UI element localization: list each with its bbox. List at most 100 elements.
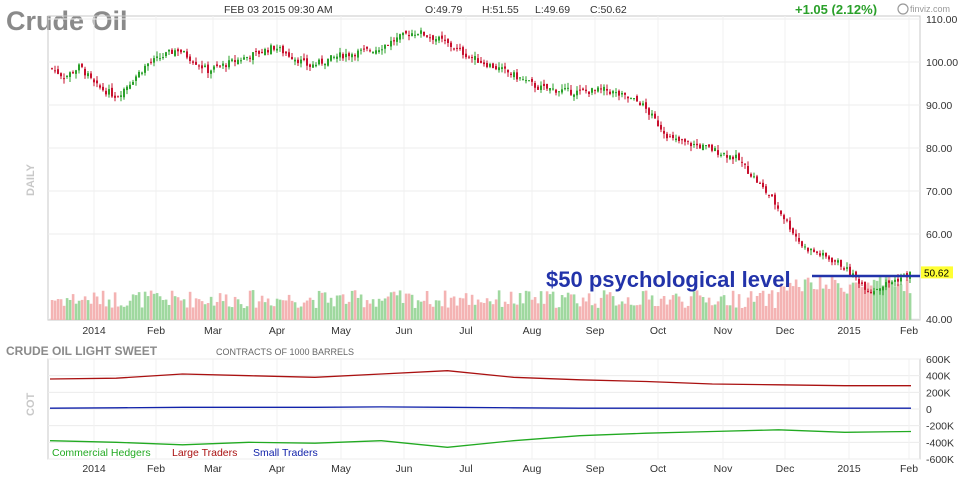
volume-bar [686, 305, 690, 320]
candle-body [510, 73, 512, 75]
candle-body [507, 69, 509, 73]
candle-body [405, 30, 407, 34]
candle-body [687, 140, 689, 142]
volume-bar [200, 301, 204, 320]
volume-bar [248, 290, 252, 320]
candle-body [78, 64, 80, 71]
candle-body [222, 63, 224, 66]
volume-bar [638, 304, 642, 320]
cot-x-tick: Mar [204, 463, 223, 475]
candle-body [351, 54, 353, 58]
cot-x-tick: Aug [523, 463, 542, 475]
volume-bar [206, 303, 210, 320]
volume-bar [593, 303, 597, 320]
candle-body [168, 49, 170, 52]
candle-body [399, 34, 401, 40]
candle-body [873, 291, 875, 295]
candle-body [810, 248, 812, 251]
candle-body [318, 59, 320, 65]
volume-bar [725, 305, 729, 320]
volume-bar [164, 299, 168, 320]
volume-bar [665, 304, 669, 320]
volume-bar [302, 302, 306, 320]
candle-body [792, 228, 794, 234]
volume-bar [377, 298, 381, 320]
candle-body [846, 267, 848, 269]
volume-bar [902, 291, 906, 320]
volume-bar [821, 288, 825, 320]
volume-bar [254, 307, 258, 320]
volume-bar [257, 301, 261, 320]
candle-body [489, 63, 491, 67]
volume-bar [533, 297, 537, 320]
volume-bar [824, 284, 828, 320]
volume-bar [296, 307, 300, 320]
volume-bar [695, 290, 699, 320]
candle-body [879, 288, 881, 291]
candle-body [51, 68, 53, 70]
candle-body [417, 34, 419, 36]
candle-body [117, 96, 119, 98]
candle-body [228, 60, 230, 68]
high-label: H:51.55 [482, 4, 519, 16]
candle-body [864, 281, 866, 290]
price-x-tick: Jul [459, 325, 472, 337]
candle-body [147, 63, 149, 67]
volume-bar [221, 301, 225, 320]
candle-body [336, 56, 338, 59]
volume-bar [173, 296, 177, 320]
candle-body [327, 58, 329, 66]
candle-body [594, 89, 596, 91]
volume-bar [623, 303, 627, 320]
volume-bar [698, 295, 702, 320]
volume-bar [341, 294, 345, 320]
volume-bar [194, 298, 198, 320]
volume-bar [149, 290, 153, 320]
volume-bar [266, 298, 270, 320]
volume-bar [182, 299, 186, 320]
candle-body [390, 40, 392, 47]
candle-body [234, 60, 236, 63]
volume-bar [122, 306, 126, 320]
candle-body [306, 58, 308, 66]
volume-bar [662, 296, 666, 320]
price-y-tick: 40.00 [926, 314, 952, 326]
price-x-tick: Oct [650, 325, 666, 337]
volume-bar [338, 295, 342, 320]
candle-body [312, 64, 314, 68]
volume-bar [104, 306, 108, 320]
candle-body [561, 89, 563, 93]
volume-bar [107, 299, 111, 320]
price-y-tick: 80.00 [926, 143, 952, 155]
cot-x-tick: Feb [147, 463, 165, 475]
volume-bar [404, 293, 408, 320]
volume-bar [152, 293, 156, 320]
candle-body [888, 280, 890, 283]
cot-x-tick: Apr [269, 463, 286, 475]
cot-series-lines [49, 370, 912, 448]
candle-body [54, 70, 56, 72]
candle-body [774, 194, 776, 205]
finviz-logo[interactable]: finviz.com [897, 3, 950, 15]
candle-body [867, 291, 869, 293]
candle-body [831, 257, 833, 263]
price-x-tick: Dec [776, 325, 795, 337]
candle-body [531, 78, 533, 82]
volume-bar [839, 287, 843, 320]
cot-x-axis: 2014 Feb Mar Apr May Jun Jul Aug Sep Oct Nov Dec 201… [82, 463, 918, 475]
candle-body [492, 63, 494, 69]
volume-bar [137, 292, 141, 320]
candle-body [624, 92, 626, 95]
candle-body [324, 63, 326, 66]
candle-body [513, 72, 515, 78]
candle-body [606, 88, 608, 91]
volume-bar [416, 300, 420, 320]
volume-bar [875, 280, 879, 320]
volume-bar [572, 294, 576, 320]
volume-bar [227, 306, 231, 320]
candle-body [588, 91, 590, 95]
volume-bar [542, 303, 546, 320]
volume-bar [728, 305, 732, 320]
candle-body [747, 166, 749, 174]
